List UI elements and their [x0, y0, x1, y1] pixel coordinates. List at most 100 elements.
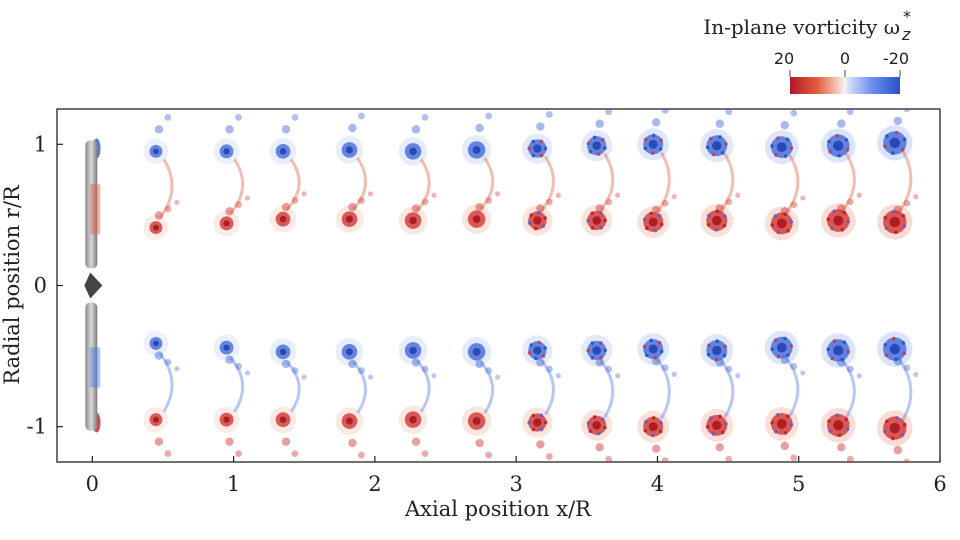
- vortex-speckle: [657, 341, 662, 345]
- vortex-speckle: [706, 223, 711, 227]
- vortex-speckle: [705, 425, 710, 429]
- vortex-filament-lower: [352, 360, 367, 414]
- vortex-sheet-blob: [652, 444, 661, 453]
- vortex-sheet-blob: [235, 113, 242, 121]
- vortex-sheet-blob: [780, 355, 789, 364]
- vortex-core-center: [889, 422, 901, 434]
- vortex-sheet-blob: [301, 191, 307, 197]
- vortex-sheet-blob: [367, 191, 374, 197]
- vortex-sheet-blob: [715, 443, 724, 452]
- vortex-speckle: [776, 355, 781, 359]
- vortex-sheet-blob: [595, 119, 604, 128]
- vortex-speckle: [657, 213, 662, 218]
- vortex-speckle: [785, 414, 790, 418]
- vortex-speckle: [537, 210, 541, 215]
- vortex-sheet-blob: [725, 198, 733, 206]
- vortex-core-center: [472, 347, 481, 356]
- vortex-speckle: [883, 144, 887, 149]
- vortex-core-center: [152, 416, 159, 423]
- vortex-sheet-blob: [735, 373, 741, 379]
- vortex-speckle: [653, 228, 658, 233]
- vortex-sheet-blob: [367, 374, 374, 380]
- vortex-core-center: [223, 220, 230, 227]
- vortex-sheet-blob: [475, 359, 484, 369]
- vortex-sheet-blob: [837, 443, 846, 452]
- vortex-core-center: [592, 346, 601, 355]
- vortex-core-center: [152, 148, 159, 155]
- vortex-speckle: [785, 137, 790, 142]
- vortex-speckle: [706, 352, 711, 357]
- vortex-sheet-blob: [421, 113, 429, 121]
- rotor-blade-upper: [85, 140, 98, 269]
- vortex-speckle: [596, 152, 601, 156]
- vortex-speckle: [845, 148, 850, 152]
- vortex-sheet-blob: [164, 358, 172, 366]
- vortex-sheet-blob: [485, 197, 493, 204]
- colorbar-tick-label: 20: [774, 49, 794, 68]
- vortex-sheet-blob: [555, 373, 561, 379]
- vortex-sheet-blob: [421, 365, 429, 373]
- vortex-sheet-blob: [431, 103, 436, 108]
- vortex-sheet-blob: [536, 440, 545, 449]
- vortex-speckle: [894, 415, 899, 420]
- vortex-speckle: [642, 344, 647, 349]
- vortex-speckle: [783, 431, 788, 435]
- vortex-sheet-blob: [358, 197, 365, 204]
- vortex-speckle: [840, 357, 845, 362]
- vortex-speckle: [722, 353, 727, 358]
- vortex-speckle: [902, 351, 907, 356]
- vortex-filament-upper: [784, 154, 800, 215]
- vortex-sheet-blob: [281, 202, 291, 212]
- vortex-filament-lower: [719, 359, 735, 419]
- vortex-speckle: [543, 216, 547, 220]
- rotor-blade-lower: [85, 302, 98, 431]
- vortex-sheet-blob: [800, 99, 805, 104]
- vortex-sheet-blob: [652, 118, 661, 127]
- vortex-filament-lower: [897, 358, 913, 421]
- vortex-speckle: [883, 215, 887, 220]
- vortex-speckle: [603, 218, 608, 223]
- vortex-speckle: [715, 209, 720, 213]
- y-axis-label: Radial position r/R: [0, 184, 24, 385]
- colorbar-title-subscript: z: [901, 25, 911, 44]
- vortex-speckle: [649, 338, 653, 343]
- vortex-speckle: [773, 214, 778, 218]
- vortex-sheet-blob: [800, 370, 806, 376]
- vortex-speckle: [845, 427, 850, 432]
- vortex-sheet-blob: [536, 122, 545, 131]
- vortex-sheet-blob: [735, 469, 740, 474]
- vortex-speckle: [789, 146, 794, 151]
- vortex-sheet-blob: [671, 194, 677, 200]
- vortex-sheet-blob: [615, 97, 620, 102]
- vortex-sheet-blob: [605, 109, 613, 116]
- vortex-speckle: [774, 429, 778, 434]
- vortex-speckle: [891, 336, 896, 341]
- vortex-sheet-blob: [605, 455, 613, 462]
- vortex-sheet-blob: [154, 351, 164, 360]
- vortex-speckle: [603, 348, 608, 353]
- vortex-sheet-blob: [411, 204, 421, 213]
- vortex-speckle: [894, 230, 898, 235]
- vortex-sheet-blob: [790, 362, 798, 370]
- vortex-speckle: [588, 429, 593, 434]
- vortex-speckle: [826, 347, 831, 352]
- vortex-speckle: [601, 417, 605, 422]
- vortex-speckle: [541, 224, 546, 228]
- vortex-speckle: [835, 413, 840, 417]
- vortex-core-center: [223, 416, 230, 423]
- vortex-core-center: [409, 346, 417, 355]
- vortex-sheet-blob: [411, 358, 421, 367]
- vortex-speckle: [533, 356, 538, 361]
- vortex-speckle: [590, 211, 595, 215]
- vortex-speckle: [770, 144, 774, 148]
- colorbar-tick-label: 0: [840, 49, 850, 68]
- vortex-speckle: [529, 343, 534, 347]
- vortex-core-center: [279, 348, 287, 356]
- vortex-sheet-blob: [846, 365, 854, 373]
- vortex-filament-lower: [599, 359, 615, 419]
- vortex-core-center: [409, 147, 417, 156]
- vortex-core-center: [592, 216, 601, 225]
- vortex-sheet-blob: [661, 457, 669, 462]
- vortex-speckle: [586, 141, 591, 146]
